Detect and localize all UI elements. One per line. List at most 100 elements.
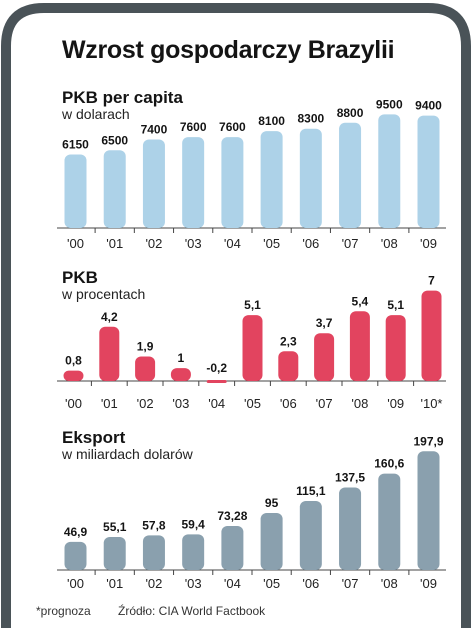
bar-exports xyxy=(221,526,244,570)
value-label-exports: 95 xyxy=(265,496,279,510)
value-label-gdp-growth: 4,2 xyxy=(101,310,118,324)
bar-gdp-growth xyxy=(135,356,156,381)
value-label-gdp-growth: 7 xyxy=(428,274,435,288)
tick-label-gdp-per-capita: '05 xyxy=(263,236,280,251)
value-label-gdp-growth: 5,1 xyxy=(244,298,261,312)
value-label-gdp-per-capita: 8800 xyxy=(337,106,364,120)
value-label-exports: 73,28 xyxy=(217,509,247,523)
bar-gdp-growth xyxy=(278,351,299,381)
bar-exports xyxy=(299,500,322,570)
value-label-gdp-per-capita: 6150 xyxy=(62,137,89,151)
chart-title-gdp-per-capita: PKB per capita xyxy=(62,88,183,107)
value-label-gdp-growth: 5,4 xyxy=(352,294,369,308)
tick-label-exports: '01 xyxy=(106,576,123,591)
value-label-gdp-growth: 5,1 xyxy=(387,298,404,312)
value-label-gdp-per-capita: 8100 xyxy=(258,114,285,128)
tick-label-exports: '04 xyxy=(224,576,241,591)
value-label-gdp-per-capita: 6500 xyxy=(101,133,128,147)
tick-label-gdp-per-capita: '04 xyxy=(224,236,241,251)
bar-gdp-per-capita xyxy=(417,115,440,228)
value-label-exports: 137,5 xyxy=(335,471,365,485)
value-label-gdp-growth: 1 xyxy=(178,351,185,365)
value-label-gdp-per-capita: 9400 xyxy=(415,99,442,113)
chart-subtitle-exports: w miliardach dolarów xyxy=(62,446,193,462)
bar-gdp-per-capita xyxy=(378,114,401,228)
bar-gdp-growth xyxy=(314,333,335,381)
tick-label-gdp-growth: '02 xyxy=(137,396,154,411)
bar-gdp-growth xyxy=(206,380,227,383)
value-label-exports: 57,8 xyxy=(142,518,166,532)
chart-subtitle-gdp-growth: w procentach xyxy=(62,286,146,302)
bar-exports xyxy=(417,451,440,570)
tick-label-exports: '06 xyxy=(302,576,319,591)
bar-gdp-per-capita xyxy=(142,139,165,228)
bar-exports xyxy=(64,541,87,570)
bar-gdp-growth xyxy=(99,326,120,381)
tick-label-exports: '00 xyxy=(67,576,84,591)
chart-title-exports: Eksport xyxy=(62,428,126,447)
value-label-exports: 160,6 xyxy=(374,457,404,471)
tick-label-gdp-growth: '04 xyxy=(208,396,225,411)
bar-exports xyxy=(260,513,283,570)
bar-exports xyxy=(142,535,165,570)
value-label-exports: 115,1 xyxy=(296,484,326,498)
tick-label-gdp-growth: '00 xyxy=(65,396,82,411)
tick-label-gdp-per-capita: '03 xyxy=(185,236,202,251)
chart-title-gdp-growth: PKB xyxy=(62,268,98,287)
chart-subtitle-gdp-per-capita: w dolarach xyxy=(62,106,130,122)
tick-label-gdp-growth: '06 xyxy=(280,396,297,411)
tick-label-gdp-growth: '10* xyxy=(420,396,442,411)
tick-label-gdp-growth: '08 xyxy=(351,396,368,411)
value-label-gdp-per-capita: 7600 xyxy=(219,120,246,134)
bar-gdp-growth xyxy=(170,368,191,381)
chart-exports: 46,9 '00 55,1 '01 57,8 '02 59,4 '03 73,28 '04 95 '0… xyxy=(57,434,446,591)
bar-gdp-per-capita xyxy=(221,137,244,228)
tick-label-exports: '02 xyxy=(145,576,162,591)
tick-label-gdp-growth: '07 xyxy=(316,396,333,411)
bar-exports xyxy=(103,536,126,570)
bar-gdp-per-capita xyxy=(103,150,126,228)
bar-exports xyxy=(339,487,362,570)
source-note: Źródło: CIA World Factbook xyxy=(118,604,266,618)
tick-label-gdp-per-capita: '02 xyxy=(145,236,162,251)
bar-gdp-growth xyxy=(242,315,263,381)
tick-label-gdp-per-capita: '09 xyxy=(420,236,437,251)
chart-gdp-per-capita: 6150 '00 6500 '01 7400 '02 7600 '03 7600 '04 8100 '… xyxy=(57,97,446,251)
tick-label-exports: '05 xyxy=(263,576,280,591)
bar-gdp-per-capita xyxy=(299,128,322,228)
value-label-gdp-per-capita: 7400 xyxy=(141,123,168,137)
tick-label-gdp-per-capita: '01 xyxy=(106,236,123,251)
value-label-exports: 59,4 xyxy=(181,517,205,531)
value-label-gdp-per-capita: 9500 xyxy=(376,97,403,111)
tick-label-exports: '09 xyxy=(420,576,437,591)
bar-gdp-growth xyxy=(385,315,406,381)
bar-gdp-growth xyxy=(421,290,442,381)
tick-label-exports: '08 xyxy=(381,576,398,591)
tick-label-gdp-growth: '09 xyxy=(387,396,404,411)
value-label-exports: 197,9 xyxy=(413,434,443,448)
chart-gdp-growth: 0,8 '00 4,2 '01 1,9 '02 1 '03 -0,2 '04 5,1 '05 2,3 '0… xyxy=(57,274,446,411)
tick-label-gdp-growth: '03 xyxy=(172,396,189,411)
bar-gdp-per-capita xyxy=(260,131,283,228)
bar-gdp-growth xyxy=(349,311,370,381)
tick-label-gdp-growth: '01 xyxy=(101,396,118,411)
tick-label-gdp-per-capita: '08 xyxy=(381,236,398,251)
bar-gdp-growth xyxy=(63,370,84,381)
tick-label-gdp-per-capita: '00 xyxy=(67,236,84,251)
value-label-gdp-growth: 1,9 xyxy=(137,339,154,353)
bar-exports xyxy=(378,473,401,570)
value-label-exports: 46,9 xyxy=(64,525,88,539)
forecast-note: *prognoza xyxy=(36,604,91,618)
value-label-gdp-growth: 3,7 xyxy=(316,316,333,330)
bar-gdp-per-capita xyxy=(339,122,362,228)
bar-gdp-per-capita xyxy=(182,137,205,228)
tick-label-exports: '03 xyxy=(185,576,202,591)
tick-label-gdp-per-capita: '07 xyxy=(342,236,359,251)
value-label-gdp-growth: 0,8 xyxy=(65,354,82,368)
tick-label-gdp-per-capita: '06 xyxy=(302,236,319,251)
tick-label-gdp-growth: '05 xyxy=(244,396,261,411)
value-label-gdp-per-capita: 7600 xyxy=(180,120,207,134)
value-label-gdp-growth: -0,2 xyxy=(206,361,227,375)
value-label-exports: 55,1 xyxy=(103,520,127,534)
